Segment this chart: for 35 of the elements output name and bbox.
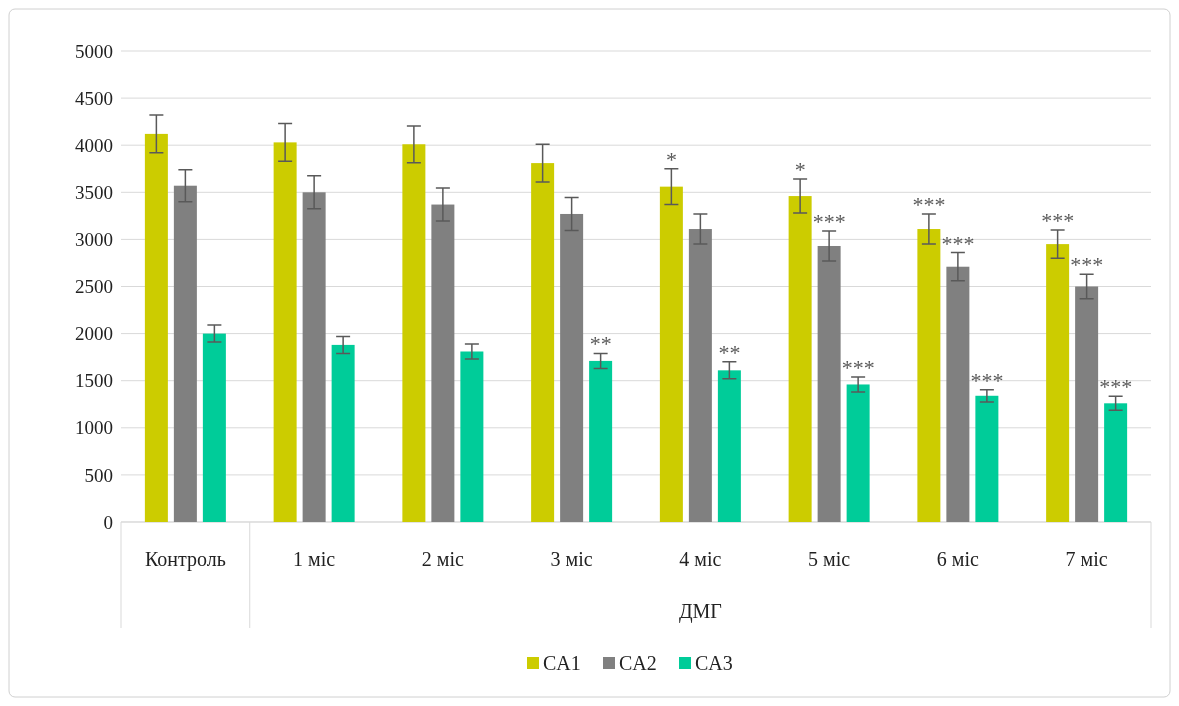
annotation: **	[718, 339, 741, 365]
legend-label: CA3	[695, 652, 733, 674]
y-tick-label: 0	[103, 511, 113, 533]
legend-label: CA2	[619, 652, 657, 674]
y-tick-label: 3500	[75, 181, 113, 203]
y-tick-label: 4500	[75, 87, 113, 109]
text: ДМГ	[678, 600, 722, 623]
y-tick-label: 1000	[75, 417, 113, 439]
y-tick-label: 2000	[75, 323, 113, 345]
annotation: **	[589, 331, 612, 357]
legend-label: CA1	[543, 652, 581, 674]
annotation: *	[665, 146, 677, 172]
annotation: ***	[812, 208, 846, 234]
annotation: ***	[1099, 374, 1133, 400]
annotation: *	[794, 157, 806, 183]
annotation: ***	[1070, 252, 1104, 278]
annotation: ***	[1041, 207, 1075, 233]
x-tick-label: 1 міс	[293, 548, 336, 570]
y-tick-label: 1500	[75, 370, 113, 392]
annotation: ***	[912, 191, 946, 217]
y-tick-label: 4000	[75, 134, 113, 156]
x-tick-label: 3 міс	[550, 548, 593, 570]
y-tick-label: 5000	[75, 40, 113, 62]
annotation: ***	[941, 230, 975, 256]
x-tick-label: 5 міс	[808, 548, 851, 570]
annotation: ***	[841, 354, 875, 380]
x-tick-label: 4 міс	[679, 548, 722, 570]
y-tick-label: 3000	[75, 229, 113, 251]
y-tick-label: 500	[84, 464, 113, 486]
annotation: ***	[970, 367, 1004, 393]
x-tick-label: Контроль	[144, 548, 226, 571]
x-tick-label: 2 міс	[421, 548, 465, 570]
x-tick-label: 6 міс	[936, 548, 980, 570]
x-tick-label: 7 міс	[1065, 548, 1108, 570]
y-tick-label: 2500	[75, 276, 113, 298]
